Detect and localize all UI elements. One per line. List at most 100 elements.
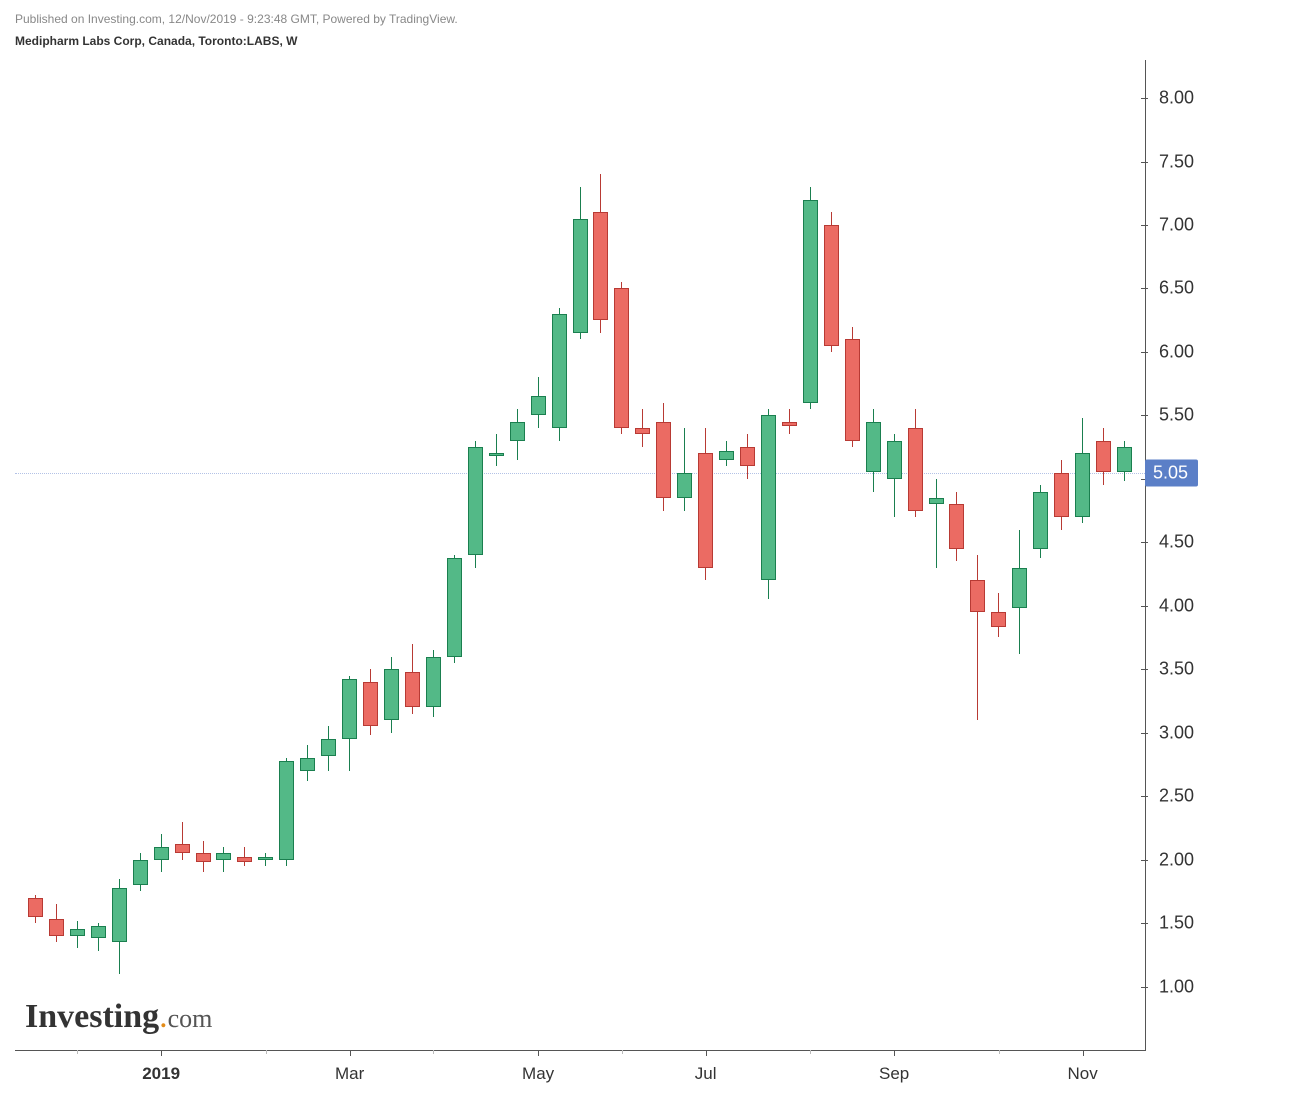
y-tick-label: 7.50 [1159, 151, 1194, 172]
candle-wick [936, 479, 937, 568]
candle-body [719, 451, 734, 460]
chart-header: Published on Investing.com, 12/Nov/2019 … [15, 10, 458, 50]
candle-body [237, 857, 252, 862]
y-tick-label: 6.00 [1159, 341, 1194, 362]
candle-body [908, 428, 923, 511]
x-tick-mark [894, 1050, 895, 1056]
candle-body [866, 422, 881, 473]
y-tick-mark [1141, 415, 1148, 416]
watermark-bold: Investing [25, 998, 159, 1035]
y-tick-label: 5.50 [1159, 405, 1194, 426]
x-tick-label: May [522, 1064, 554, 1084]
x-tick-label: Sep [879, 1064, 909, 1084]
candle-body [510, 422, 525, 441]
x-minor-tick [266, 1050, 267, 1054]
published-line: Published on Investing.com, 12/Nov/2019 … [15, 10, 458, 28]
candle-body [321, 739, 336, 756]
candle-body [426, 657, 441, 708]
x-minor-tick [999, 1050, 1000, 1054]
y-tick-mark [1141, 923, 1148, 924]
candle-body [258, 857, 273, 860]
y-tick-mark [1141, 162, 1148, 163]
candlestick-chart-area[interactable]: Investing.com [15, 60, 1146, 1051]
candle-body [635, 428, 650, 434]
y-tick-label: 8.00 [1159, 88, 1194, 109]
candle-body [573, 219, 588, 333]
current-price-line [15, 473, 1145, 474]
candle-body [845, 339, 860, 441]
investing-watermark: Investing.com [25, 998, 212, 1036]
candle-body [363, 682, 378, 726]
x-tick-label: 2019 [142, 1064, 180, 1084]
x-minor-tick [622, 1050, 623, 1054]
candle-body [656, 422, 671, 498]
candle-body [531, 396, 546, 415]
candle-body [91, 926, 106, 939]
candle-body [824, 225, 839, 346]
x-tick-mark [706, 1050, 707, 1056]
x-minor-tick [433, 1050, 434, 1054]
candle-wick [684, 428, 685, 511]
candle-body [698, 453, 713, 567]
candle-body [112, 888, 127, 943]
candle-body [405, 672, 420, 708]
candle-wick [182, 822, 183, 860]
candle-body [1075, 453, 1090, 516]
candle-body [1033, 492, 1048, 549]
candle-body [991, 612, 1006, 627]
candle-body [887, 441, 902, 479]
y-tick-label: 2.00 [1159, 849, 1194, 870]
candle-body [70, 929, 85, 935]
candle-body [300, 758, 315, 771]
x-tick-label: Nov [1068, 1064, 1098, 1084]
candle-body [196, 853, 211, 862]
y-tick-label: 3.00 [1159, 722, 1194, 743]
x-tick-mark [350, 1050, 351, 1056]
y-tick-mark [1141, 796, 1148, 797]
candle-body [154, 847, 169, 860]
candle-body [593, 212, 608, 320]
candle-body [133, 860, 148, 885]
y-tick-label: 1.00 [1159, 976, 1194, 997]
instrument-subtitle: Medipharm Labs Corp, Canada, Toronto:LAB… [15, 32, 458, 50]
candle-body [447, 558, 462, 657]
y-tick-label: 7.00 [1159, 215, 1194, 236]
candle-body [342, 679, 357, 739]
candle-body [28, 898, 43, 917]
candle-wick [265, 853, 266, 866]
watermark-dot: . [159, 998, 168, 1035]
watermark-com: com [168, 1004, 213, 1033]
candle-body [1012, 568, 1027, 609]
candle-body [216, 853, 231, 859]
y-tick-label: 2.50 [1159, 786, 1194, 807]
candle-body [970, 580, 985, 612]
y-tick-mark [1141, 987, 1148, 988]
candle-body [49, 919, 64, 936]
candle-body [677, 473, 692, 498]
candle-wick [496, 434, 497, 466]
x-tick-label: Mar [335, 1064, 364, 1084]
y-tick-mark [1141, 669, 1148, 670]
x-minor-tick [810, 1050, 811, 1054]
candle-body [489, 453, 504, 456]
candle-body [1054, 473, 1069, 517]
y-tick-label: 6.50 [1159, 278, 1194, 299]
candle-body [1117, 447, 1132, 472]
candle-body [761, 415, 776, 580]
candle-body [468, 447, 483, 555]
y-tick-mark [1141, 542, 1148, 543]
x-axis: 2019MarMayJulSepNov [15, 1050, 1145, 1090]
candle-body [1096, 441, 1111, 473]
current-price-marker: 5.05 [1145, 459, 1198, 486]
y-tick-mark [1141, 352, 1148, 353]
y-tick-mark [1141, 860, 1148, 861]
x-tick-mark [1083, 1050, 1084, 1056]
y-tick-label: 4.00 [1159, 595, 1194, 616]
candle-body [740, 447, 755, 466]
candle-body [614, 288, 629, 428]
x-minor-tick [77, 1050, 78, 1054]
y-tick-mark [1141, 225, 1148, 226]
y-tick-mark [1141, 606, 1148, 607]
candle-body [803, 200, 818, 403]
candle-body [949, 504, 964, 548]
